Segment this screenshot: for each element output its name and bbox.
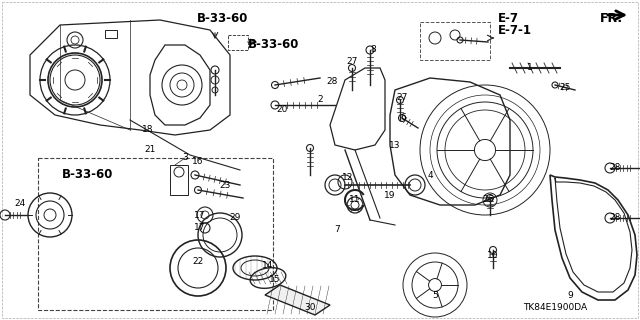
Text: 17: 17 — [195, 223, 205, 233]
Text: 2: 2 — [317, 95, 323, 105]
Text: 27: 27 — [346, 58, 358, 67]
Text: 22: 22 — [193, 258, 204, 267]
Text: 13: 13 — [389, 140, 401, 149]
Text: 12: 12 — [342, 173, 354, 182]
Text: 18: 18 — [142, 125, 154, 134]
Text: 27: 27 — [396, 93, 408, 102]
Text: B-33-60: B-33-60 — [197, 12, 248, 25]
Text: B-33-60: B-33-60 — [248, 38, 300, 51]
Text: 7: 7 — [334, 226, 340, 235]
Text: 9: 9 — [567, 291, 573, 300]
Text: 17: 17 — [195, 211, 205, 220]
Text: 26: 26 — [483, 196, 493, 204]
Text: 8: 8 — [370, 45, 376, 54]
Bar — [105, 30, 117, 38]
Text: B-33-60: B-33-60 — [62, 168, 113, 181]
Text: E-7: E-7 — [498, 12, 519, 25]
Text: 16: 16 — [192, 157, 204, 166]
Text: 11: 11 — [349, 196, 361, 204]
Text: 28: 28 — [609, 164, 621, 172]
Text: 4: 4 — [427, 171, 433, 180]
Text: 15: 15 — [269, 276, 281, 284]
Bar — [420, 22, 490, 60]
Text: 10: 10 — [487, 251, 499, 260]
Text: 21: 21 — [144, 146, 156, 155]
Text: 24: 24 — [14, 198, 26, 207]
Text: FR.: FR. — [600, 12, 623, 25]
Text: TK84E1900DA: TK84E1900DA — [523, 303, 587, 313]
Text: 6: 6 — [400, 114, 406, 123]
Text: 29: 29 — [229, 213, 241, 222]
Polygon shape — [265, 285, 330, 315]
Text: 28: 28 — [326, 77, 338, 86]
Text: 30: 30 — [304, 303, 316, 313]
Text: 23: 23 — [220, 180, 230, 189]
Text: 5: 5 — [432, 292, 438, 300]
Text: 20: 20 — [276, 106, 288, 115]
Text: 14: 14 — [262, 260, 274, 269]
Text: E-7-1: E-7-1 — [498, 24, 532, 37]
Text: 1: 1 — [527, 63, 533, 73]
Text: 19: 19 — [384, 190, 396, 199]
Bar — [38, 158, 273, 310]
Text: 3: 3 — [182, 154, 188, 163]
Bar — [170, 165, 188, 195]
Text: 25: 25 — [559, 84, 571, 92]
Bar — [228, 35, 248, 50]
Text: 28: 28 — [609, 213, 621, 222]
